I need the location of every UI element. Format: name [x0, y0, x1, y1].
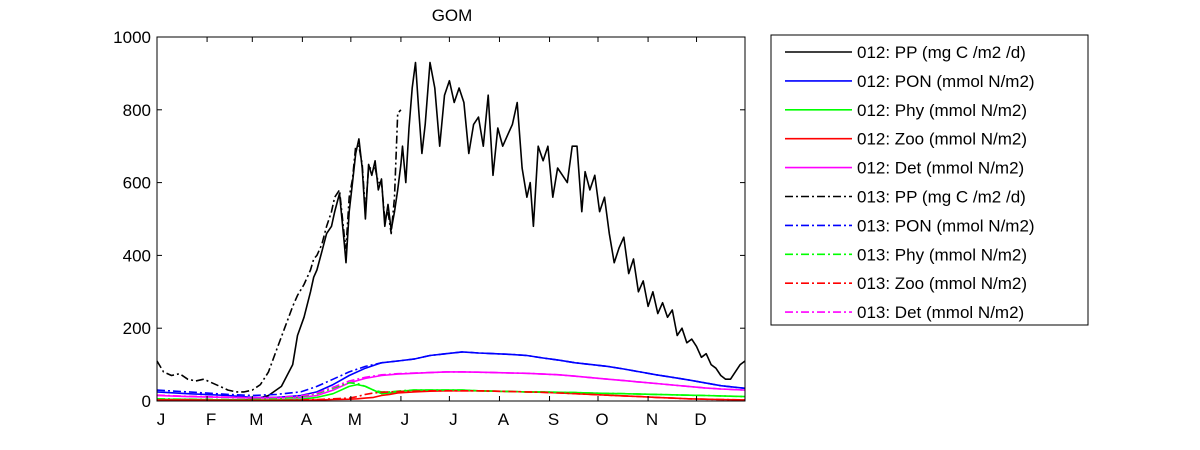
- x-tick-label: F: [206, 410, 216, 429]
- series-line-9: [157, 389, 746, 402]
- series-line-6: [156, 109, 402, 393]
- x-tick-label: M: [348, 410, 362, 429]
- series-line-1: [156, 61, 746, 401]
- x-tick-label: D: [694, 410, 706, 429]
- x-tick-label: J: [401, 410, 410, 429]
- y-tick-label: 1000: [113, 28, 151, 47]
- legend: 012: PP (mg C /m2 /d) 012: PON (mmol N/m2…: [770, 34, 1089, 326]
- plot-area-frame: [156, 36, 746, 402]
- y-tick-label: 800: [123, 101, 151, 120]
- legend-entry-label: 013: Zoo (mmol N/m2): [857, 274, 1027, 293]
- y-tick-label: 600: [123, 174, 151, 193]
- legend-entry-label: 013: PON (mmol N/m2): [857, 216, 1035, 235]
- x-tick-label: O: [595, 410, 608, 429]
- y-tick-label: 0: [142, 392, 151, 411]
- y-tick-label: 200: [123, 319, 151, 338]
- x-tick-label: S: [548, 410, 559, 429]
- series-line-10: [156, 371, 746, 399]
- x-tick-label: N: [646, 410, 658, 429]
- legend-entry-label: 012: Phy (mmol N/m2): [857, 101, 1027, 120]
- legend-entry-label: 012: PON (mmol N/m2): [857, 72, 1035, 91]
- y-axis: 0 200 400 600 800 1000: [113, 28, 745, 411]
- x-tick-label: M: [249, 410, 263, 429]
- series-layer: [156, 61, 746, 402]
- x-tick-label: J: [157, 410, 166, 429]
- legend-box: [770, 34, 1089, 326]
- legend-entry-label: 012: Zoo (mmol N/m2): [857, 130, 1027, 149]
- legend-entry-label: 013: Phy (mmol N/m2): [857, 245, 1027, 264]
- y-tick-label: 400: [123, 246, 151, 265]
- legend-entry-label: 013: PP (mg C /m2 /d): [857, 188, 1026, 207]
- legend-entry-label: 013: Det (mmol N/m2): [857, 303, 1024, 322]
- series-line-7: [156, 351, 746, 397]
- legend-entry-label: 012: PP (mg C /m2 /d): [857, 43, 1026, 62]
- legend-entry-label: 012: Det (mmol N/m2): [857, 159, 1024, 178]
- x-tick-label: A: [498, 410, 510, 429]
- chart-title: GOM: [432, 6, 473, 25]
- x-tick-label: J: [449, 410, 458, 429]
- x-tick-label: A: [301, 410, 313, 429]
